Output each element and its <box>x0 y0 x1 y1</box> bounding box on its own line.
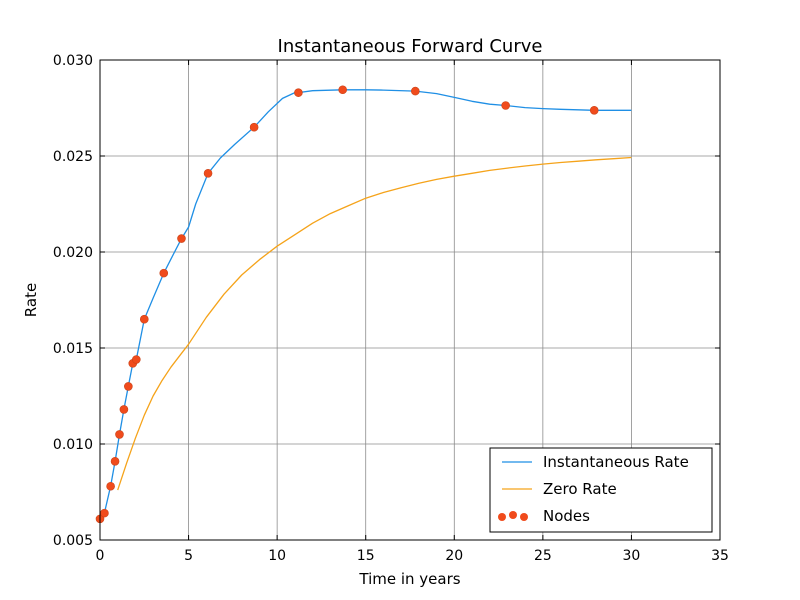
legend-label-instantaneous-rate: Instantaneous Rate <box>543 453 689 471</box>
x-tick-label: 25 <box>534 548 552 564</box>
x-tick-label: 0 <box>96 548 105 564</box>
node-point <box>338 85 347 95</box>
plot-frame <box>99 59 721 541</box>
node-point <box>589 106 599 115</box>
x-tick-label: 30 <box>623 548 641 564</box>
node-point <box>501 101 510 110</box>
legend: Instantaneous Rate Zero Rate Nodes <box>489 447 713 533</box>
y-tick-label: 0.025 <box>53 149 93 165</box>
y-tick-label: 0.005 <box>53 533 93 549</box>
chart-title: Instantaneous Forward Curve <box>278 36 543 57</box>
node-point <box>177 234 186 243</box>
x-tick-label: 20 <box>445 548 463 564</box>
node-point <box>132 355 141 364</box>
node-point <box>119 405 129 414</box>
node-point <box>294 88 303 97</box>
legend-swatch-nodes-dot <box>498 513 506 521</box>
node-point <box>139 314 149 324</box>
y-axis-label: Rate <box>22 283 40 317</box>
x-tick-label: 10 <box>268 548 286 564</box>
x-tick-label: 5 <box>184 548 193 564</box>
gridlines <box>100 60 720 540</box>
node-point <box>411 86 420 96</box>
node-point <box>159 268 169 278</box>
node-point <box>110 456 120 466</box>
node-point <box>100 508 109 518</box>
y-tick-label: 0.015 <box>53 341 93 357</box>
series-line-instantaneous-rate <box>99 89 632 522</box>
x-tick-label: 15 <box>357 548 375 564</box>
axis-ticks: 0 5 10 15 20 25 30 35 0.005 0.010 0.015 0.020 0.025 0… <box>53 53 729 564</box>
legend-label-zero-rate: Zero Rate <box>543 480 617 498</box>
legend-swatch-nodes-dot <box>520 513 528 521</box>
x-axis-label: Time in years <box>358 570 460 588</box>
node-point <box>249 122 259 132</box>
y-tick-label: 0.030 <box>53 53 93 69</box>
series-line-zero-rate <box>117 156 632 491</box>
node-point <box>203 168 213 178</box>
node-point <box>115 430 124 439</box>
legend-swatch-nodes-dot <box>509 511 517 519</box>
legend-label-nodes: Nodes <box>543 507 590 525</box>
node-point <box>124 382 133 391</box>
x-tick-label: 35 <box>711 548 729 564</box>
node-point <box>106 481 115 491</box>
y-tick-label: 0.010 <box>53 437 93 453</box>
y-tick-label: 0.020 <box>53 245 93 261</box>
